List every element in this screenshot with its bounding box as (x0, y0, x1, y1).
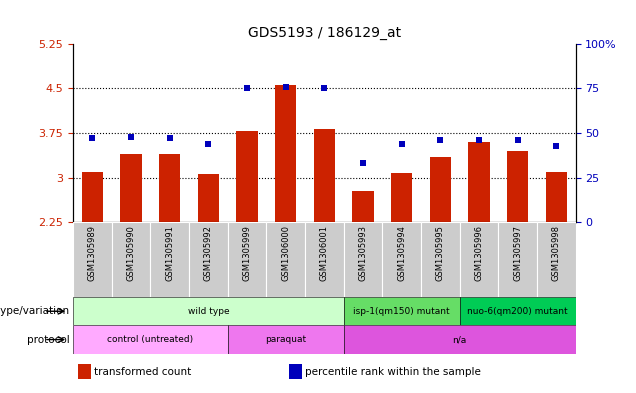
Bar (352, 191, 373, 222)
Text: transformed count: transformed count (94, 367, 191, 377)
Text: GSM1305999: GSM1305999 (242, 225, 252, 281)
Bar (343, 297, 460, 325)
Text: GSM1305997: GSM1305997 (513, 225, 522, 281)
Point (165, 135, 175, 141)
Text: GSM1305994: GSM1305994 (397, 225, 406, 281)
Text: GSM1305989: GSM1305989 (88, 225, 97, 281)
Bar (228, 325, 343, 354)
Text: control (untreated): control (untreated) (107, 335, 193, 344)
Text: GSM1305993: GSM1305993 (359, 225, 368, 281)
Title: GDS5193 / 186129_at: GDS5193 / 186129_at (248, 26, 401, 40)
Text: GSM1306000: GSM1306000 (281, 225, 290, 281)
Bar (468, 142, 490, 222)
Bar (498, 222, 537, 297)
Point (87, 135, 97, 141)
Text: GSM1305998: GSM1305998 (552, 225, 561, 281)
Bar (266, 222, 305, 297)
Bar (237, 131, 258, 222)
Bar (189, 222, 228, 297)
Bar (159, 154, 181, 222)
Text: GSM1305995: GSM1305995 (436, 225, 445, 281)
Point (204, 141, 214, 147)
Bar (460, 297, 576, 325)
Bar (73, 297, 343, 325)
Bar (78, 364, 91, 379)
Text: isp-1(qm150) mutant: isp-1(qm150) mutant (354, 307, 450, 316)
Text: percentile rank within the sample: percentile rank within the sample (305, 367, 481, 377)
Point (474, 137, 484, 143)
Text: paraquat: paraquat (265, 335, 307, 344)
Bar (112, 222, 151, 297)
Point (435, 137, 445, 143)
Bar (73, 325, 228, 354)
Text: GSM1305996: GSM1305996 (474, 225, 483, 281)
Text: GSM1306001: GSM1306001 (320, 225, 329, 281)
Bar (391, 173, 412, 222)
Bar (228, 222, 266, 297)
Bar (120, 154, 142, 222)
Bar (305, 222, 343, 297)
Bar (275, 85, 296, 222)
Bar (460, 222, 498, 297)
Bar (343, 325, 576, 354)
Point (319, 85, 329, 92)
Bar (151, 222, 189, 297)
Text: GSM1305992: GSM1305992 (204, 225, 213, 281)
Point (513, 137, 523, 143)
Text: nuo-6(qm200) mutant: nuo-6(qm200) mutant (467, 307, 568, 316)
Bar (507, 151, 529, 222)
Bar (430, 157, 451, 222)
Point (551, 142, 562, 149)
Point (397, 141, 407, 147)
Text: genotype/variation: genotype/variation (0, 306, 70, 316)
Text: n/a: n/a (452, 335, 467, 344)
Bar (82, 172, 103, 222)
Bar (343, 222, 382, 297)
Text: GSM1305990: GSM1305990 (127, 225, 135, 281)
Bar (421, 222, 460, 297)
Text: wild type: wild type (188, 307, 229, 316)
Point (358, 160, 368, 167)
Bar (546, 172, 567, 222)
Bar (73, 222, 112, 297)
Point (126, 134, 136, 140)
Text: protocol: protocol (27, 334, 70, 345)
Bar (537, 222, 576, 297)
Bar (314, 129, 335, 222)
Bar (289, 364, 301, 379)
Bar (382, 222, 421, 297)
Point (242, 85, 252, 92)
Text: GSM1305991: GSM1305991 (165, 225, 174, 281)
Bar (198, 174, 219, 222)
Point (280, 83, 291, 90)
